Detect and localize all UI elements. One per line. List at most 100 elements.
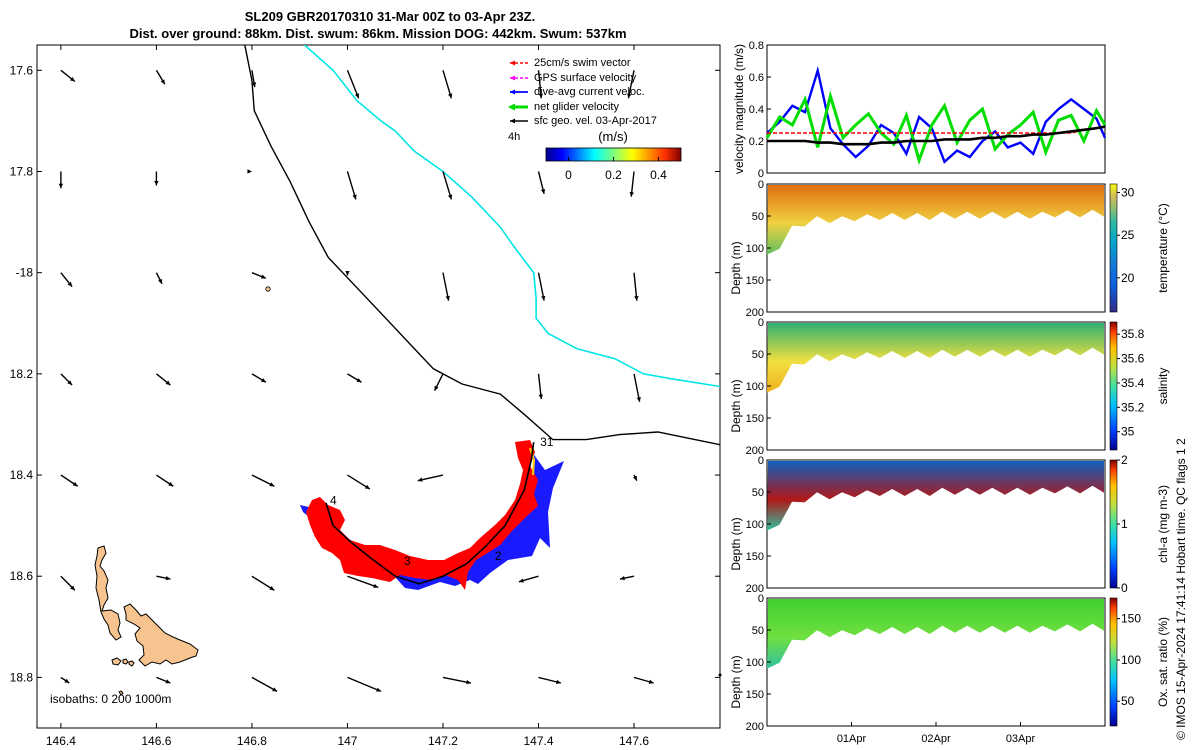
geo-velocity-arrow: [633, 272, 639, 301]
island-small-1: [111, 657, 122, 666]
time-tick-label: 03Apr: [1006, 733, 1036, 745]
geo-velocity-arrow: [619, 575, 635, 581]
legend-label-gps: GPS surface velocity: [534, 72, 637, 84]
depth-axis-label: Depth (m): [729, 655, 743, 708]
profile-data-fill: [767, 461, 1104, 531]
velocity-series-line: [765, 90, 1107, 166]
geo-velocity-arrow: [442, 171, 453, 200]
profile-panel: 0 50 100 150 200 Depth (m) 35 35.2 35.4 35.6 35.8 s…: [729, 317, 1170, 457]
island-small-2: [122, 658, 129, 665]
geo-velocity-arrow: [633, 676, 654, 684]
legend-label-dive: dive-avg current veloc.: [534, 86, 645, 98]
depth-axis-label: Depth (m): [729, 379, 743, 432]
depth-axis-label: Depth (m): [729, 517, 743, 570]
depth-axis-label: Depth (m): [729, 241, 743, 294]
depth-tick-label: 200: [746, 445, 764, 457]
geo-velocity-arrow: [156, 575, 171, 581]
geo-velocity-arrow: [347, 373, 362, 383]
map-panel: 146.4 146.6 146.8 147 147.2 147.4 147.6 17.6 17.…: [10, 44, 722, 748]
legend-time-step: 4h: [508, 131, 520, 143]
map-y-tick-label: 18.2: [10, 367, 34, 381]
colorbar-tick-label: 20: [1121, 271, 1135, 285]
velocity-series-line: [767, 125, 1106, 146]
legend-label-geo: sfc geo. vel. 03-Apr-2017: [534, 115, 657, 127]
map-legend: 25cm/s swim vector GPS surface velocity …: [508, 57, 657, 143]
map-x-tick-label: 146.8: [237, 734, 267, 748]
map-x-tick-label: 147.6: [619, 734, 649, 748]
day-labels: 31 4 3 2: [330, 435, 554, 568]
colorbar-tick-label: 30: [1121, 186, 1135, 200]
depth-tick-label: 50: [752, 349, 764, 361]
time-tick-label: 02Apr: [921, 733, 951, 745]
geo-velocity-arrow: [247, 169, 252, 174]
depth-tick-label: 150: [746, 413, 764, 425]
geo-velocity-arrow: [537, 171, 546, 195]
time-tick-label: 01Apr: [837, 733, 867, 745]
colorbar-label: salinity: [1156, 368, 1170, 405]
island-hinchinbrook: [123, 603, 199, 667]
geo-velocity-arrow: [251, 676, 278, 693]
geo-velocity-arrow: [627, 70, 635, 99]
velocity-y-axis-label: velocity magnitude (m/s): [732, 44, 746, 174]
island-shapes: [94, 286, 722, 696]
colorbar-tick-label: 100: [1121, 653, 1141, 667]
map-ticks: 146.4 146.6 146.8 147 147.2 147.4 147.6 17.6 17.…: [10, 45, 720, 748]
geo-velocity-arrow: [632, 474, 638, 481]
figure-title-line1: SL209 GBR20170310 31-Mar 00Z to 03-Apr 2…: [245, 9, 535, 24]
geo-velocity-arrow: [155, 373, 171, 386]
island-main: [94, 545, 122, 641]
geo-velocity-arrow: [347, 676, 382, 693]
legend-label-net: net glider velocity: [534, 101, 619, 113]
depth-tick-label: 50: [752, 487, 764, 499]
map-y-tick-label: -18: [16, 266, 34, 280]
depth-tick-label: 0: [758, 593, 764, 605]
velocity-y-tick-label: 0.6: [749, 72, 764, 84]
island-dot-2: [718, 673, 722, 677]
geo-velocity-arrow: [629, 171, 635, 197]
map-x-tick-label: 146.6: [141, 734, 171, 748]
geo-velocity-arrow: [58, 171, 64, 189]
isobath-label: isobaths: 0 200 1000m: [50, 692, 171, 706]
colorbar-label: Ox. sat. ratio (%): [1156, 617, 1170, 707]
map-colorbar-tick-label: 0.2: [605, 168, 622, 182]
depth-tick-label: 0: [758, 317, 764, 329]
geo-velocity-arrow: [60, 474, 79, 487]
legend-arrowhead-swim: [510, 60, 515, 66]
geo-velocity-arrow: [251, 575, 275, 591]
geo-velocity-arrow: [251, 474, 275, 487]
map-x-tick-label: 147: [337, 734, 357, 748]
velocity-y-tick-label: 0: [758, 168, 764, 180]
geo-velocity-arrow: [442, 272, 450, 301]
map-content: [58, 45, 720, 693]
colorbar-tick-label: 2: [1121, 453, 1128, 467]
colorbar-label: temperature (°C): [1156, 203, 1170, 293]
depth-tick-label: 150: [746, 551, 764, 563]
colorbar-tick-label: 35: [1121, 425, 1135, 439]
colorbar-tick-label: 35.2: [1121, 400, 1145, 414]
profile-panel: 0 50 100 150 200 Depth (m) 0 1 2 chl-a (mg m-3): [729, 453, 1170, 595]
map-y-tick-label: 18.4: [10, 468, 34, 482]
geo-velocity-arrow: [60, 272, 73, 288]
legend-label-swim: 25cm/s swim vector: [534, 57, 631, 69]
colorbar-label: chl-a (mg m-3): [1156, 485, 1170, 563]
depth-tick-label: 50: [752, 625, 764, 637]
geo-velocity-arrow: [60, 575, 76, 591]
geo-velocity-arrow: [346, 171, 357, 200]
geo-velocity-arrow: [538, 676, 562, 685]
day-marker-label: 31: [540, 435, 554, 449]
day-marker-label: 4: [330, 493, 337, 507]
depth-tick-label: 200: [746, 721, 764, 733]
map-y-tick-label: 18.6: [10, 569, 34, 583]
geo-velocity-arrow: [155, 272, 163, 285]
geo-velocity-arrow: [442, 70, 453, 99]
profile-colorbar: [1109, 459, 1118, 589]
map-y-tick-label: 17.8: [10, 164, 34, 178]
geo-velocity-arrow: [60, 676, 70, 684]
depth-tick-label: 0: [758, 179, 764, 191]
profile-panel: 0 50 100 150 200 Depth (m) 20 25 30 temperature (…: [729, 179, 1170, 319]
depth-tick-label: 100: [746, 519, 764, 531]
colorbar-tick-label: 50: [1121, 694, 1135, 708]
track-yellow: [529, 447, 536, 476]
map-y-tick-label: 18.8: [10, 670, 34, 684]
